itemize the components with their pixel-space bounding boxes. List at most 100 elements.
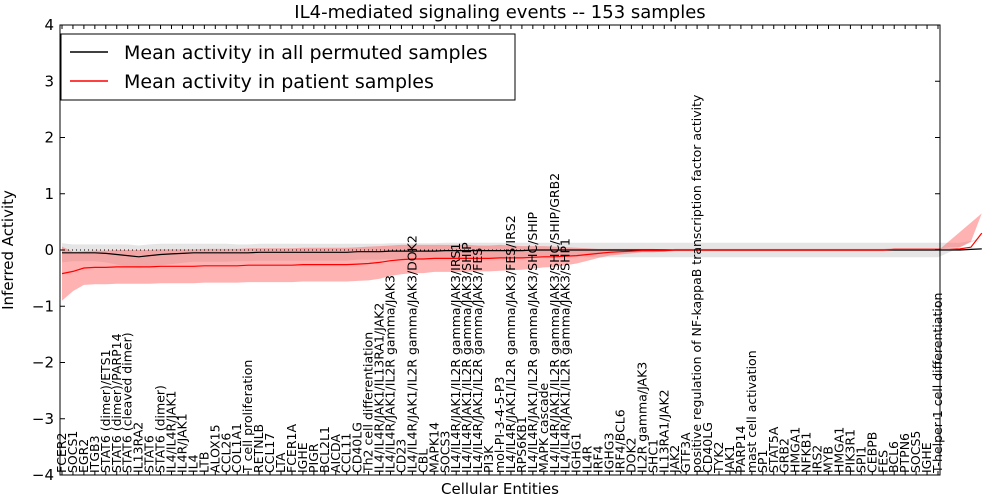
legend: Mean activity in all permuted samples Mea… xyxy=(60,33,516,101)
x-tick-label: PIK3R1 xyxy=(842,429,857,473)
x-tick-label: IL4/IL4R/JAK1/IL2R gamma/JAK3/DOK2 xyxy=(404,235,419,473)
y-tick-label: 0 xyxy=(44,241,54,259)
x-tick-label: STAT6 (dimer)/ETS1 xyxy=(98,349,113,473)
x-tick-label: FCER1A xyxy=(284,424,299,473)
x-tick-label: IL4/IL4R/JAK1/IL2R gamma/JAK3/SHIP xyxy=(459,242,474,473)
x-tick-label: SP1 xyxy=(755,450,770,473)
x-tick-label: CBL xyxy=(415,449,430,473)
x-tick-label: MYB xyxy=(821,446,836,473)
x-tick-label: EGR2 xyxy=(76,439,91,473)
x-tick-label: CCL11 xyxy=(339,433,354,473)
legend-label: Mean activity in patient samples xyxy=(124,71,434,93)
x-tick-label: SOCS1 xyxy=(65,431,80,473)
x-tick-label: PARP14 xyxy=(733,426,748,473)
x-tick-label: CD23 xyxy=(393,439,408,473)
x-tick-label: IL4/IL4R/JAK1/IL2R gamma/JAK3/FES xyxy=(470,248,485,473)
x-tick-label: MAPK14 xyxy=(426,422,441,473)
x-tick-label: RPS6KB1 xyxy=(514,416,529,473)
x-tick-label: T cell proliferation xyxy=(240,360,255,474)
x-tick-label: mol-PI-3-4-5-P3 xyxy=(492,377,507,473)
x-tick-label: STAT5A xyxy=(766,426,781,473)
x-tick-label: IL4/IL4R/JAK1/IL2R gamma/JAK3/IRS1 xyxy=(448,243,463,473)
x-tick-label: FES xyxy=(875,450,890,473)
x-tick-label: SOCS3 xyxy=(437,431,452,473)
x-tick-label: PI3K xyxy=(481,445,496,473)
x-tick-label: IL4/IL4R/JAK1/IL2R gamma/JAK3/SHP1 xyxy=(558,238,573,473)
x-tick-label: IL4/IL4R/JAK1/IL2R gamma/JAK3/SHC/SHIP xyxy=(525,212,540,473)
y-tick-label: −1 xyxy=(32,297,54,315)
y-tick-label: −3 xyxy=(32,410,54,428)
x-tick-label: IRF4/BCL6 xyxy=(613,409,628,473)
x-tick-label: T-helper 1 cell differentiation xyxy=(930,293,945,474)
y-axis-label: Inferred Activity xyxy=(0,190,17,310)
y-tick-label: 4 xyxy=(44,16,54,34)
patient-mean-line xyxy=(61,232,983,275)
x-tick-label: CD40LG xyxy=(350,422,365,473)
x-tick-label: SPI1 xyxy=(853,446,868,473)
x-tick-label: SHC1 xyxy=(645,439,660,473)
chart-title: IL4-mediated signaling events -- 153 sam… xyxy=(294,2,705,23)
x-tick-label: CCL17 xyxy=(262,433,277,473)
x-tick-label: STAT6 (dimer)/PARP14 xyxy=(109,333,124,473)
x-tick-label: IGHE xyxy=(295,442,310,473)
y-tick-label: 1 xyxy=(44,185,54,203)
x-tick-label: JAK1 xyxy=(722,445,737,474)
x-tick-label: STAT6 xyxy=(142,435,157,473)
x-tick-label: ALOX15 xyxy=(207,424,222,473)
x-tick-label: HMGA1 xyxy=(788,427,803,473)
x-tick-label: MAPK cascade xyxy=(536,382,551,473)
x-tick-label: RETNLB xyxy=(251,424,266,473)
x-tick-label: STAT6 (dimer) xyxy=(153,385,168,473)
x-tick-label: TYK2 xyxy=(711,442,726,474)
y-tick-label: −2 xyxy=(32,354,54,372)
x-tick-label: BCL2L1 xyxy=(317,426,332,473)
x-tick-label: AICDA xyxy=(328,434,343,473)
x-tick-label: JAK2 xyxy=(667,445,682,474)
x-tick-label: IL4R xyxy=(580,445,595,473)
x-tick-label: STAT6 (cleaved dimer) xyxy=(120,332,135,473)
x-tick-label: SOCS5 xyxy=(908,431,923,473)
x-tick-label: ITGB3 xyxy=(87,435,102,473)
x-tick-label: IL2R gamma/JAK3 xyxy=(634,362,649,473)
x-tick-label: IGHG1 xyxy=(569,433,584,473)
x-tick-label: COL1A1 xyxy=(229,423,244,473)
x-tick-label: GRB2 xyxy=(777,438,792,473)
y-tick-label: −4 xyxy=(32,466,54,484)
x-tick-label: IL4R/JAK1 xyxy=(174,413,189,473)
legend-label: Mean activity in all permuted samples xyxy=(124,42,487,64)
x-tick-label: CD40LG xyxy=(700,422,715,473)
x-tick-label: CEBPB xyxy=(864,432,879,473)
x-tick-label: IL4/IL4R/JAK1/IL13RA1/JAK2 xyxy=(372,303,387,473)
patient-confidence-band xyxy=(62,213,982,301)
x-tick-label: IGHG3 xyxy=(602,433,617,473)
x-tick-label: IL4/IL4R/JAK1/IL2R gamma/JAK3/SHC/SHIP/G… xyxy=(547,173,562,473)
x-tick-label: PTPN6 xyxy=(897,433,912,473)
x-tick-label: IRF4 xyxy=(591,445,606,473)
x-tick-label: IL13RA1/JAK2 xyxy=(656,389,671,473)
x-tick-label: PIGR xyxy=(306,443,321,473)
x-tick-label: BCL6 xyxy=(886,441,901,473)
x-tick-label: NFKB1 xyxy=(799,432,814,473)
x-tick-label: HMGA1 xyxy=(832,427,847,473)
x-tick-label: Th2 cell differentiation xyxy=(361,332,376,474)
y-tick-label: 2 xyxy=(44,129,54,147)
y-tick-label: 3 xyxy=(44,72,54,90)
x-tick-label: IRS2 xyxy=(810,445,825,473)
x-tick-label: IL4 xyxy=(185,454,200,473)
x-tick-label: mast cell activation xyxy=(744,350,759,473)
x-tick-label: IL4/IL4R/JAK1/IL2R gamma/JAK3 xyxy=(383,275,398,473)
x-tick-label: CCL26 xyxy=(218,433,233,473)
x-tick-label: positive regulation of NF-kappaB transcr… xyxy=(689,94,704,473)
x-tick-label: GTF3A xyxy=(678,432,693,473)
x-tick-label: FCER2 xyxy=(54,433,69,473)
x-tick-label: IGHE xyxy=(919,442,934,473)
legend-box xyxy=(60,33,516,101)
x-tick-label: LTB xyxy=(196,452,211,473)
x-tick-label: IL13RA2 xyxy=(131,422,146,473)
x-axis-label: Cellular Entities xyxy=(441,480,559,498)
x-tick-label: DOK2 xyxy=(623,437,638,473)
x-tick-label: LTA xyxy=(273,452,288,473)
x-tick-label: IL4/IL4R/JAK1/IL2R gamma/JAK3/FES/IRS2 xyxy=(503,215,518,473)
x-tick-label: IL4/IL4R/JAK1 xyxy=(164,391,179,473)
